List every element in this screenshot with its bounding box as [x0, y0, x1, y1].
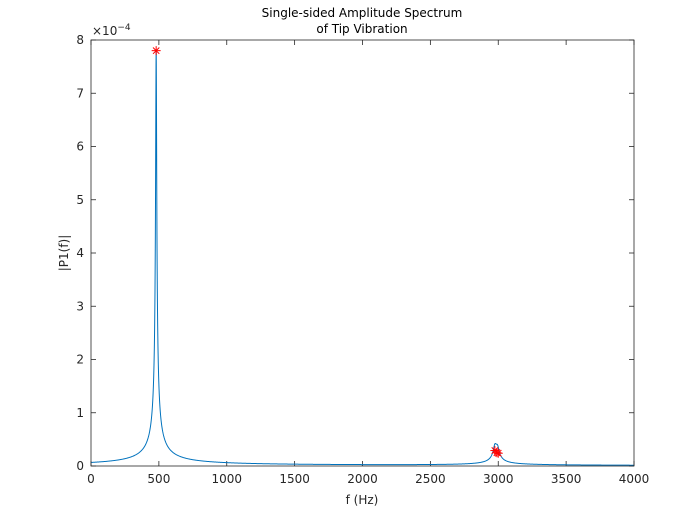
y-tick-label: 6: [76, 140, 84, 154]
peak-marker: [492, 448, 502, 458]
peak-marker: [151, 46, 161, 56]
x-tick-label: 500: [147, 472, 170, 486]
tick-labels: 0 500 1000 1500 2000 2500 3000 3500 4000 0 1 2 3 4 5 6 7…: [76, 33, 649, 486]
peak-marker: [493, 448, 503, 458]
y-tick-label: 0: [76, 459, 84, 473]
x-axis-label: f (Hz): [346, 493, 379, 507]
axes-box: [90, 39, 635, 467]
y-tick-label: 1: [76, 406, 84, 420]
y-tick-label: 8: [76, 33, 84, 47]
y-tick-label: 7: [76, 86, 84, 100]
x-tick-label: 0: [87, 472, 95, 486]
x-tick-label: 4000: [619, 472, 650, 486]
chart-title: Single-sided Amplitude Spectrum: [262, 6, 463, 20]
peak-markers: [151, 46, 503, 458]
y-tick-label: 4: [76, 246, 84, 260]
y-exponent-base: ×10: [92, 24, 117, 38]
x-tick-label: 1000: [211, 472, 242, 486]
spectrum-line: [90, 50, 634, 466]
y-tick-label: 2: [76, 353, 84, 367]
plot-area-background: [91, 40, 634, 466]
x-tick-label: 3000: [483, 472, 514, 486]
y-axis-label: |P1(f)|: [57, 235, 71, 272]
chart-subtitle: of Tip Vibration: [316, 22, 407, 36]
data-curves: [90, 50, 634, 466]
x-tick-label: 2500: [415, 472, 446, 486]
x-tick-label: 3500: [551, 472, 582, 486]
y-tick-label: 3: [76, 299, 84, 313]
x-tick-label: 2000: [347, 472, 378, 486]
x-tick-label: 1500: [279, 472, 310, 486]
y-exponent-label: ×10−4: [92, 23, 131, 38]
y-tick-label: 5: [76, 193, 84, 207]
y-exponent-power: −4: [117, 23, 131, 33]
